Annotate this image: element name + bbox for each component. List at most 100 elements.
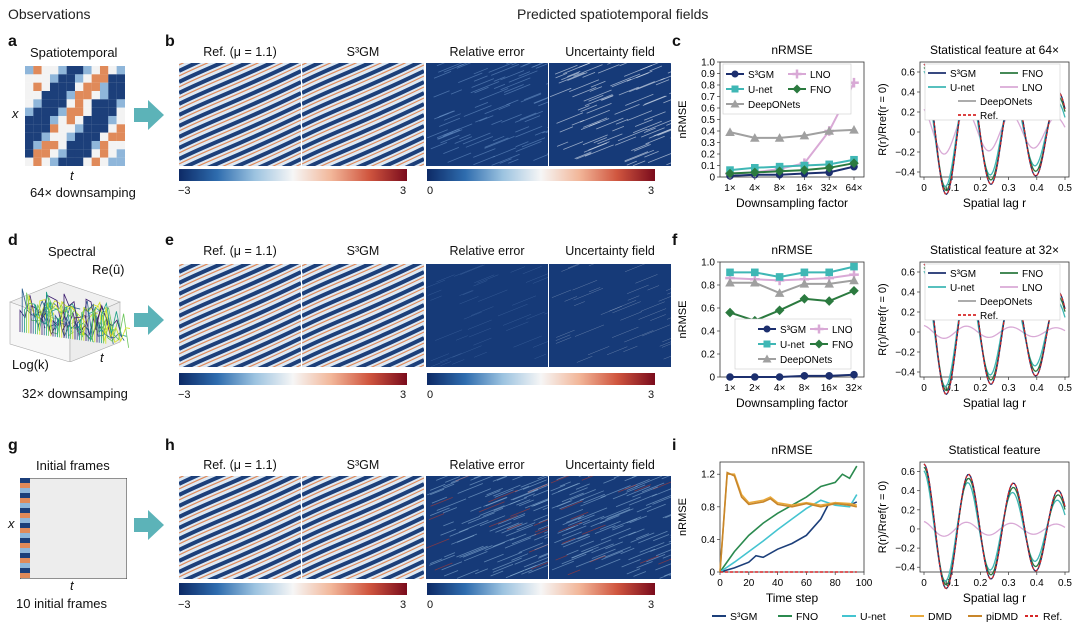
series-line: [923, 463, 1066, 590]
legend-label: U-net: [748, 85, 773, 96]
x-tick-label: 8×: [799, 383, 811, 394]
field-title-ref: Ref. (μ = 1.1): [203, 244, 277, 258]
x-tick-label: 80: [830, 578, 842, 589]
obs-initial-frames: [20, 478, 127, 579]
chart-marker: [774, 133, 785, 142]
x-tick-label: 60: [801, 578, 813, 589]
y-tick-label: 0.6: [701, 304, 715, 315]
chart-marker: [774, 288, 785, 297]
obs-spectral-surface: [9, 281, 130, 362]
colorbar-min: −3: [178, 599, 191, 611]
chart-marker: [725, 277, 735, 287]
y-tick-label: 0.6: [901, 268, 915, 279]
legend-label: S³GM: [780, 325, 806, 336]
x-axis-label: Spatial lag r: [963, 196, 1026, 210]
colorbar-max: 3: [400, 599, 407, 611]
field-image-ref: [179, 63, 301, 166]
legend-label: DeepONets: [980, 297, 1032, 308]
y-tick-label: 1.0: [701, 258, 715, 269]
legend-label: S³GM: [950, 269, 976, 280]
x-tick-label: 0: [921, 183, 927, 194]
panel-letter-d: d: [8, 232, 18, 249]
chart-c-stat: Statistical feature at 64× Spatial lag r R…: [877, 43, 1072, 210]
y-tick-label: 0.4: [901, 288, 915, 299]
legend-label: DeepONets: [980, 97, 1032, 108]
legend-label: DeepONets: [780, 355, 832, 366]
field-title-uncertainty: Uncertainty field: [565, 45, 655, 59]
axis-t-g: t: [70, 578, 74, 593]
x-tick-label: 8×: [774, 183, 786, 194]
series-line: [923, 324, 1066, 339]
y-axis-label: nRMSE: [677, 301, 689, 339]
legend-label: U-net: [950, 83, 975, 94]
series-line: [729, 289, 855, 322]
series-line: [923, 470, 1066, 582]
field-image-s3gm: [302, 264, 424, 367]
y-axis-label: nRMSE: [677, 498, 689, 536]
y-tick-label: 0.6: [901, 68, 915, 79]
y-tick-label: 0.1: [701, 161, 715, 172]
legend-label: Ref.: [980, 111, 998, 122]
field-title-s3gm: S³GM: [346, 45, 380, 59]
arrow-icon: [134, 100, 164, 130]
x-tick-label: 0.1: [945, 383, 959, 394]
y-tick-label: −0.2: [895, 348, 915, 359]
axis-logk-d: Log(k): [12, 357, 49, 372]
series-line: [729, 165, 855, 177]
colorbar-max: 3: [648, 599, 655, 611]
x-tick-label: 64×: [846, 183, 863, 194]
chart-f-nrmse: nRMSE Downsampling factor nRMSE 0 0.2 0.4 0.6 0…: [677, 243, 865, 410]
colorbar-max: 3: [648, 389, 655, 401]
x-tick-label: 0.5: [1058, 383, 1072, 394]
series-line: [923, 266, 1066, 392]
y-tick-label: 0.2: [701, 350, 715, 361]
chart-marker: [725, 307, 735, 318]
colorbar-min: 0: [427, 389, 434, 401]
legend-box: [924, 63, 1061, 121]
series-line: [923, 63, 1066, 195]
colorbar-error: [427, 583, 655, 595]
field-image-error: [426, 264, 548, 367]
legend-label: FNO: [796, 611, 818, 623]
colorbar-error: [427, 373, 655, 385]
series-line: [923, 66, 1066, 192]
chart-marker: [725, 168, 735, 179]
x-tick-label: 0: [717, 578, 723, 589]
chart-marker: [762, 354, 772, 363]
y-axis-label: R(r)/Rref(r = 0): [877, 481, 889, 553]
colorbar-min: −3: [178, 185, 191, 197]
chart-f-stat: Statistical feature at 32× Spatial lag r R…: [877, 243, 1072, 410]
x-tick-label: 4×: [774, 383, 786, 394]
panel-letter-c: c: [672, 33, 681, 50]
x-tick-label: 0.1: [945, 578, 959, 589]
y-tick-label: 0.3: [701, 138, 715, 149]
chart-marker: [800, 268, 809, 277]
colorbar-diverging: [179, 373, 407, 385]
x-tick-label: 32×: [846, 383, 863, 394]
x-tick-label: 0.2: [973, 383, 987, 394]
y-tick-label: −0.2: [895, 544, 915, 555]
x-tick-label: 16×: [796, 183, 813, 194]
x-tick-label: 0.3: [1002, 383, 1016, 394]
chart-marker: [799, 294, 810, 304]
colorbar-min: 0: [427, 599, 434, 611]
chart-marker: [726, 268, 734, 277]
obs-title-d: Spectral: [48, 244, 96, 259]
y-tick-label: 0.4: [901, 88, 915, 99]
legend-label: S³GM: [730, 611, 757, 623]
y-tick-label: 0.4: [701, 127, 715, 138]
series-line: [719, 494, 858, 573]
chart-marker: [774, 305, 785, 316]
series-line: [730, 279, 855, 295]
field-image-uncertainty: [549, 476, 671, 579]
chart-i-nrmse: nRMSE Time step nRMSE 0 0.4 0.8 1.2 0 20 40 60 80 10…: [677, 443, 872, 605]
legend-label: Ref.: [980, 311, 998, 322]
legend-label: Ref.: [1043, 611, 1062, 623]
bottom-legend: S³GM FNO U-net DMD piDMD Ref.: [712, 611, 1062, 623]
x-axis-label: Spatial lag r: [963, 396, 1026, 410]
field-title-ref: Ref. (μ = 1.1): [203, 458, 277, 472]
chart-title: Statistical feature at 64×: [930, 43, 1059, 57]
y-tick-label: 0.5: [701, 115, 715, 126]
series-line: [923, 108, 1066, 155]
chart-marker: [850, 370, 858, 379]
